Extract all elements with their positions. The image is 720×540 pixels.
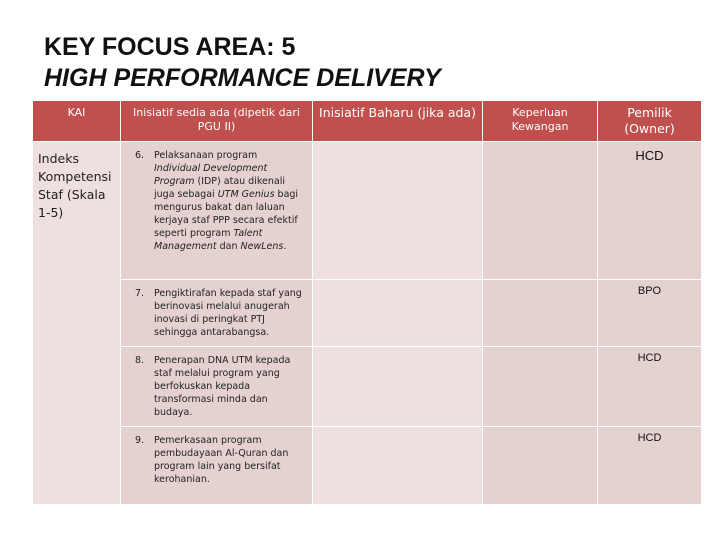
table-header-row: KAI Inisiatif sedia ada (dipetik dari PG… — [32, 100, 702, 142]
title-line-1: KEY FOCUS AREA: 5 — [44, 33, 296, 61]
inisiatif-baharu-cell — [312, 279, 483, 347]
inisiatif-cell: 6. Pelaksanaan program Individual Develo… — [120, 140, 313, 281]
item-text: Pengiktirafan kepada staf yang berinovas… — [154, 287, 306, 339]
item-text-part: Pengiktirafan kepada staf yang berinovas… — [154, 288, 302, 339]
owner-cell: HCD — [597, 345, 702, 427]
header-pemilik: Pemilik (Owner) — [597, 100, 702, 142]
item-text-part: UTM Genius — [217, 189, 275, 200]
item-number: 7. — [135, 288, 145, 300]
header-inisiatif-baharu: Inisiatif Baharu (jika ada) — [312, 100, 483, 142]
item-text-part: Penerapan DNA UTM kepada staf melalui pr… — [154, 354, 291, 418]
item-text: Penerapan DNA UTM kepada staf melalui pr… — [154, 354, 306, 419]
item-text: Pelaksanaan program Individual Developme… — [154, 149, 306, 253]
item-number: 9. — [135, 434, 145, 446]
inisiatif-baharu-cell — [312, 140, 483, 281]
item-number: 6. — [135, 150, 145, 161]
item-text-part: Pemerkasaan program pembudayaan Al-Quran… — [154, 434, 289, 485]
item-text-part: . — [283, 241, 287, 252]
table-row: 8. Penerapan DNA UTM kepada staf melalui… — [33, 345, 702, 427]
inisiatif-baharu-cell — [312, 425, 483, 506]
title-line-2: HIGH PERFORMANCE DELIVERY — [44, 64, 441, 92]
kai-cell: Indeks Kompetensi Staf (Skala 1-5) — [32, 141, 121, 505]
keperluan-kewangan-cell — [482, 345, 598, 427]
item-text-part: dan — [216, 241, 241, 252]
page-title: KEY FOCUS AREA: 5 HIGH PERFORMANCE DELIV… — [44, 32, 441, 94]
header-keperluan-kewangan: Keperluan Kewangan — [482, 100, 598, 142]
inisiatif-baharu-cell — [312, 345, 483, 427]
table-row: 9. Pemerkasaan program pembudayaan Al-Qu… — [33, 425, 702, 506]
table-row: Indeks Kompetensi Staf (Skala 1-5) 6. Pe… — [32, 140, 702, 505]
inisiatif-cell: 8. Penerapan DNA UTM kepada staf melalui… — [120, 345, 313, 427]
item-text-part: (IDP) atau dikenali juga sebagai — [154, 176, 285, 200]
keperluan-kewangan-cell — [482, 279, 598, 347]
header-kai: KAI — [32, 100, 121, 142]
item-number: 8. — [135, 354, 145, 366]
table-row: 7. Pengiktirafan kepada staf yang berino… — [33, 279, 702, 347]
item-text-part: Individual Development Program — [154, 163, 268, 187]
owner-cell: BPO — [597, 279, 702, 347]
item-text: Pemerkasaan program pembudayaan Al-Quran… — [154, 434, 306, 486]
item-text-part: bagi mengurus bakat dan laluan kerjaya s… — [154, 189, 299, 239]
item-text-part: Pelaksanaan program — [154, 150, 258, 161]
owner-cell: HCD — [597, 140, 702, 281]
header-inisiatif-sedia-ada: Inisiatif sedia ada (dipetik dari PGU II… — [120, 100, 313, 142]
item-text-part: NewLens — [240, 241, 284, 252]
inisiatif-cell: 7. Pengiktirafan kepada staf yang berino… — [120, 279, 313, 347]
keperluan-kewangan-cell — [482, 140, 598, 281]
kfa-table: KAI Inisiatif sedia ada (dipetik dari PG… — [32, 100, 702, 506]
item-text-part: Talent Management — [154, 228, 263, 252]
keperluan-kewangan-cell — [482, 425, 598, 506]
inisiatif-cell: 9. Pemerkasaan program pembudayaan Al-Qu… — [120, 425, 313, 506]
owner-cell: HCD — [597, 425, 702, 506]
